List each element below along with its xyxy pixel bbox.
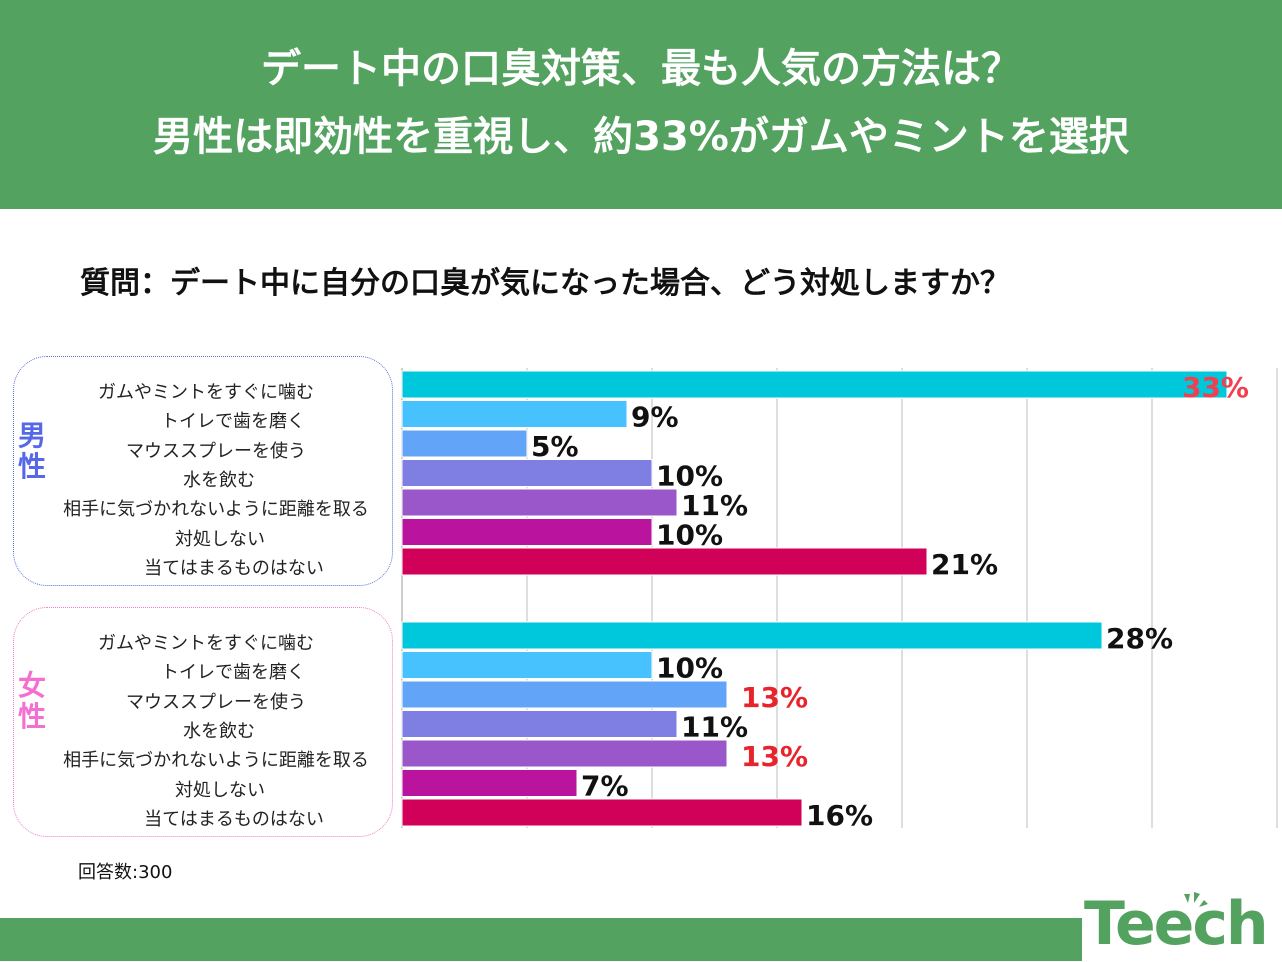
category-label-male-5: 対処しない: [175, 528, 265, 550]
category-label-male-0: ガムやミントをすぐに噛む: [98, 382, 314, 403]
logo-accent-bar: [1072, 918, 1082, 961]
category-label-male-1: トイレで歯を磨く: [161, 411, 305, 433]
response-count-note: 回答数:300: [78, 862, 173, 883]
bar-female-4: [401, 739, 728, 768]
data-label-male-6: 21%: [931, 548, 998, 581]
bar-female-0: [401, 621, 1103, 650]
bar-female-1: [401, 651, 653, 679]
data-label-male-4: 11%: [681, 489, 748, 522]
data-label-female-6: 16%: [806, 799, 873, 832]
data-label-male-0: 33%: [1182, 371, 1249, 404]
category-label-female-6: 当てはまるものはない: [144, 808, 324, 830]
footer-band: [0, 918, 1282, 961]
bar-male-4: [401, 488, 678, 517]
bar-male-2: [401, 429, 528, 458]
data-label-female-3: 11%: [681, 711, 748, 744]
category-label-male-3: 水を飲む: [183, 469, 255, 491]
category-label-female-1: トイレで歯を磨く: [161, 662, 305, 684]
chart-question: 質問：デート中に自分の口臭が気になった場合、どう対処しますか？: [80, 266, 1010, 301]
data-label-female-4: 13%: [741, 740, 808, 773]
category-label-female-4: 相手に気づかれないように距離を取る: [63, 750, 369, 772]
male-group-label: 男性: [17, 419, 46, 483]
logo-sparkle-icon: [1184, 892, 1208, 907]
data-label-female-0: 28%: [1106, 622, 1173, 655]
category-label-female-3: 水を飲む: [183, 720, 255, 742]
title-banner: デート中の口臭対策、最も人気の方法は？ 男性は即効性を重視し、約33%がガムやミ…: [0, 0, 1282, 209]
category-label-female-5: 対処しない: [175, 779, 265, 801]
data-label-male-2: 5%: [531, 430, 579, 463]
male-group-box: [13, 356, 393, 586]
teech-logo: Teech: [1072, 889, 1282, 961]
female-group-box: [13, 607, 393, 837]
data-label-female-1: 10%: [656, 652, 723, 685]
bar-male-0: [401, 370, 1228, 399]
category-label-male-2: マウススプレーを使う: [126, 440, 306, 462]
logo-text: Teech: [1084, 889, 1269, 959]
bar-male-3: [401, 459, 653, 487]
female-group-label: 女性: [17, 669, 46, 733]
bar-female-3: [401, 710, 678, 738]
data-label-female-2: 13%: [741, 681, 808, 714]
bar-female-6: [401, 798, 803, 827]
category-label-male-4: 相手に気づかれないように距離を取る: [63, 499, 369, 521]
data-label-female-5: 7%: [581, 770, 629, 803]
title-line-2: 男性は即効性を重視し、約33%がガムやミントを選択: [153, 114, 1129, 160]
data-label-male-3: 10%: [656, 460, 723, 493]
category-label-female-2: マウススプレーを使う: [126, 691, 306, 713]
bar-female-2: [401, 680, 728, 709]
category-label-female-0: ガムやミントをすぐに噛む: [98, 633, 314, 654]
title-line-1: デート中の口臭対策、最も人気の方法は？: [261, 46, 1021, 92]
bar-male-6: [401, 547, 928, 576]
bar-female-5: [401, 769, 578, 797]
bar-male-1: [401, 400, 628, 428]
bar-male-5: [401, 518, 653, 546]
category-label-male-6: 当てはまるものはない: [144, 557, 324, 579]
data-label-male-5: 10%: [656, 519, 723, 552]
data-label-male-1: 9%: [631, 401, 679, 434]
